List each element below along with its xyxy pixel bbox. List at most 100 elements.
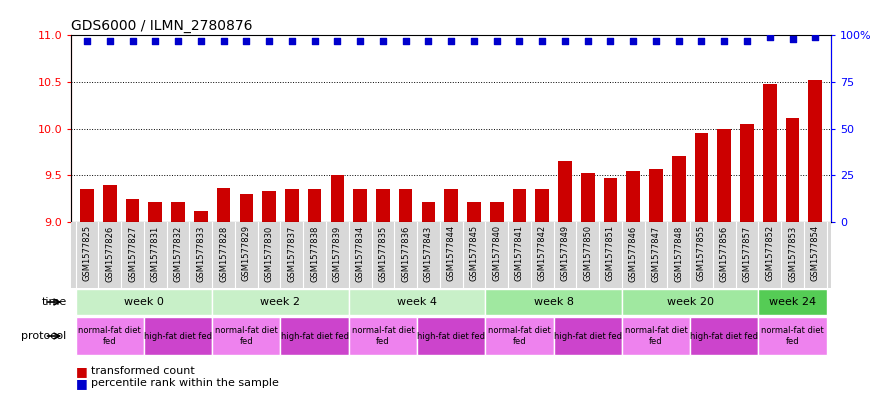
Text: GSM1577849: GSM1577849 [560, 225, 570, 281]
Point [284, 38, 299, 44]
Text: high-fat diet fed: high-fat diet fed [690, 332, 758, 340]
Text: GSM1577848: GSM1577848 [674, 225, 684, 281]
Bar [212, 317, 281, 355]
Bar [621, 289, 758, 315]
Text: GSM1577837: GSM1577837 [287, 225, 296, 282]
Text: GSM1577843: GSM1577843 [424, 225, 433, 281]
Bar [376, 189, 389, 222]
Text: GSM1577830: GSM1577830 [265, 225, 274, 281]
Bar [348, 289, 485, 315]
Point [512, 38, 526, 44]
Text: transformed count: transformed count [91, 366, 195, 376]
Text: high-fat diet fed: high-fat diet fed [417, 332, 485, 340]
Text: GSM1577852: GSM1577852 [765, 225, 774, 281]
Bar [76, 317, 144, 355]
Text: normal-fat diet
fed: normal-fat diet fed [351, 326, 414, 346]
Text: GSM1577826: GSM1577826 [105, 225, 115, 281]
Text: week 8: week 8 [533, 297, 573, 307]
Text: GSM1577840: GSM1577840 [493, 225, 501, 281]
Text: week 0: week 0 [124, 297, 164, 307]
Bar [649, 169, 663, 222]
Text: GDS6000 / ILMN_2780876: GDS6000 / ILMN_2780876 [71, 19, 252, 33]
Text: high-fat diet fed: high-fat diet fed [144, 332, 212, 340]
Text: GSM1577854: GSM1577854 [811, 225, 820, 281]
Text: high-fat diet fed: high-fat diet fed [281, 332, 348, 340]
Point [148, 38, 163, 44]
Bar [281, 317, 348, 355]
Text: time: time [42, 297, 67, 307]
Point [171, 38, 185, 44]
Bar [212, 289, 348, 315]
Text: GSM1577855: GSM1577855 [697, 225, 706, 281]
Bar [741, 124, 754, 222]
Point [717, 38, 732, 44]
Text: GSM1577846: GSM1577846 [629, 225, 637, 281]
Text: GSM1577829: GSM1577829 [242, 225, 251, 281]
Bar [194, 211, 208, 222]
Bar [627, 171, 640, 222]
Bar [80, 189, 94, 222]
Text: GSM1577844: GSM1577844 [446, 225, 456, 281]
Bar [485, 317, 554, 355]
Point [626, 38, 640, 44]
Text: normal-fat diet
fed: normal-fat diet fed [488, 326, 551, 346]
Text: protocol: protocol [21, 331, 67, 341]
Text: GSM1577847: GSM1577847 [652, 225, 661, 281]
Bar [353, 189, 367, 222]
Point [557, 38, 572, 44]
Bar [444, 189, 458, 222]
Bar [144, 317, 212, 355]
Text: GSM1577853: GSM1577853 [788, 225, 797, 281]
Text: GSM1577851: GSM1577851 [606, 225, 615, 281]
Bar [331, 175, 344, 222]
Bar [71, 222, 831, 288]
Text: normal-fat diet
fed: normal-fat diet fed [78, 326, 141, 346]
Point [353, 38, 367, 44]
Text: GSM1577825: GSM1577825 [83, 225, 92, 281]
Bar [621, 317, 690, 355]
Point [217, 38, 231, 44]
Text: GSM1577831: GSM1577831 [151, 225, 160, 281]
Bar [172, 202, 185, 222]
Point [376, 38, 390, 44]
Text: GSM1577827: GSM1577827 [128, 225, 137, 281]
Bar [148, 202, 162, 222]
Bar [125, 199, 140, 222]
Point [740, 38, 754, 44]
Text: week 2: week 2 [260, 297, 300, 307]
Bar [808, 80, 822, 222]
Point [444, 38, 459, 44]
Text: GSM1577836: GSM1577836 [401, 225, 410, 282]
Bar [467, 202, 481, 222]
Point [535, 38, 549, 44]
Text: GSM1577828: GSM1577828 [219, 225, 228, 281]
Point [785, 36, 799, 42]
Point [671, 38, 685, 44]
Text: GSM1577835: GSM1577835 [379, 225, 388, 281]
Point [80, 38, 94, 44]
Text: week 20: week 20 [667, 297, 714, 307]
Bar [558, 162, 572, 222]
Bar [103, 185, 116, 222]
Text: normal-fat diet
fed: normal-fat diet fed [215, 326, 277, 346]
Bar [399, 189, 412, 222]
Text: normal-fat diet
fed: normal-fat diet fed [625, 326, 687, 346]
Text: GSM1577833: GSM1577833 [196, 225, 205, 282]
Point [239, 38, 253, 44]
Bar [763, 84, 777, 222]
Bar [76, 289, 212, 315]
Point [490, 38, 504, 44]
Text: GSM1577842: GSM1577842 [538, 225, 547, 281]
Text: normal-fat diet
fed: normal-fat diet fed [761, 326, 824, 346]
Text: high-fat diet fed: high-fat diet fed [554, 332, 621, 340]
Bar [672, 156, 685, 222]
Point [604, 38, 618, 44]
Bar [490, 202, 503, 222]
Point [194, 38, 208, 44]
Bar [421, 202, 436, 222]
Point [694, 38, 709, 44]
Point [763, 34, 777, 40]
Bar [485, 289, 621, 315]
Point [808, 34, 822, 40]
Text: GSM1577856: GSM1577856 [720, 225, 729, 281]
